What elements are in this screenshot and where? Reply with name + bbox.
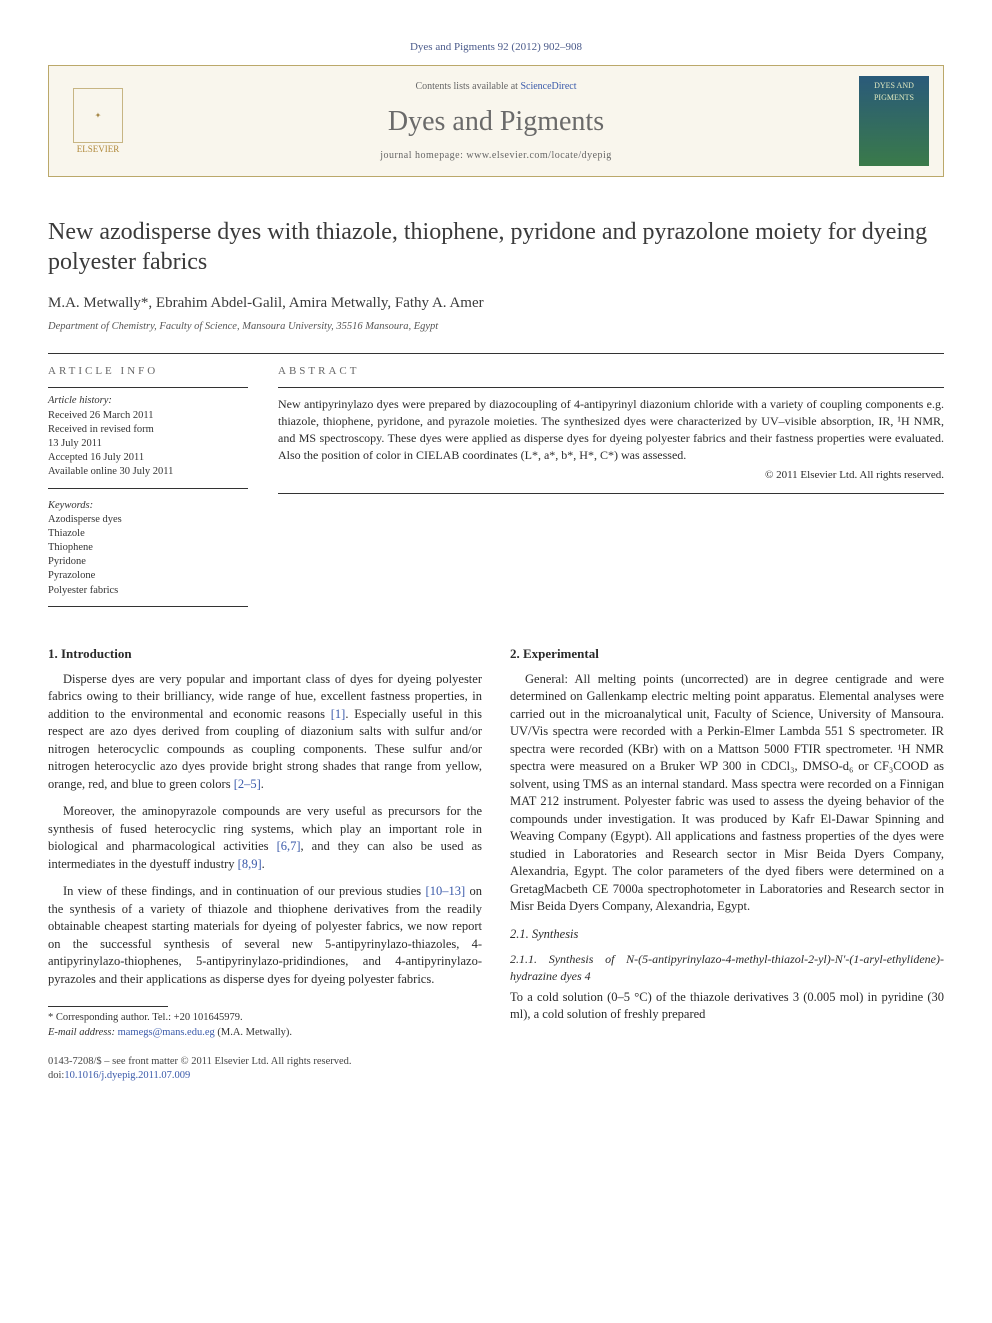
history-line: Available online 30 July 2011	[48, 465, 248, 479]
ref-link[interactable]: [2–5]	[234, 777, 261, 791]
text: on the synthesis of a variety of thiazol…	[48, 884, 482, 986]
journal-name: Dyes and Pigments	[147, 102, 845, 141]
cover-text: DYES AND PIGMENTS	[863, 80, 925, 102]
keyword: Polyester fabrics	[48, 584, 248, 598]
keyword: Pyridone	[48, 555, 248, 569]
abstract-block: ABSTRACT New antipyrinylazo dyes were pr…	[278, 364, 944, 607]
journal-homepage-line: journal homepage: www.elsevier.com/locat…	[147, 149, 845, 163]
history-line: Accepted 16 July 2011	[48, 451, 248, 465]
ref-link[interactable]: [1]	[331, 707, 346, 721]
text: .	[262, 857, 265, 871]
keyword: Pyrazolone	[48, 569, 248, 583]
page-root: Dyes and Pigments 92 (2012) 902–908 ✦ EL…	[0, 0, 992, 1124]
info-abstract-row: ARTICLE INFO Article history: Received 2…	[48, 364, 944, 607]
keyword: Thiophene	[48, 541, 248, 555]
elsevier-logo: ✦ ELSEVIER	[63, 81, 133, 161]
keyword: Thiazole	[48, 527, 248, 541]
email-label: E-mail address:	[48, 1027, 118, 1038]
intro-para-3: In view of these findings, and in contin…	[48, 883, 482, 988]
keywords-label: Keywords:	[48, 499, 248, 513]
abstract-head: ABSTRACT	[278, 364, 944, 379]
homepage-url: www.elsevier.com/locate/dyepig	[466, 150, 611, 161]
ref-link[interactable]: [10–13]	[426, 884, 466, 898]
keywords-block: Keywords: Azodisperse dyes Thiazole Thio…	[48, 499, 248, 607]
section-head-intro: 1. Introduction	[48, 645, 482, 663]
intro-para-1: Disperse dyes are very popular and impor…	[48, 671, 482, 794]
doi-link[interactable]: 10.1016/j.dyepig.2011.07.009	[64, 1070, 190, 1081]
contents-available-line: Contents lists available at ScienceDirec…	[147, 80, 845, 94]
article-history: Article history: Received 26 March 2011 …	[48, 387, 248, 488]
history-line: Received in revised form	[48, 423, 248, 437]
sciencedirect-link[interactable]: ScienceDirect	[520, 81, 576, 92]
intro-para-2: Moreover, the aminopyrazole compounds ar…	[48, 803, 482, 873]
header-center: Contents lists available at ScienceDirec…	[147, 80, 845, 163]
experimental-para-1: General: All melting points (uncorrected…	[510, 671, 944, 916]
homepage-prefix: journal homepage:	[380, 150, 466, 161]
journal-cover-thumb: DYES AND PIGMENTS	[859, 76, 929, 166]
left-column-content: 1. Introduction Disperse dyes are very p…	[48, 645, 482, 1084]
bottom-meta: 0143-7208/$ – see front matter © 2011 El…	[48, 1055, 482, 1084]
body-columns: 1. Introduction Disperse dyes are very p…	[48, 635, 944, 1084]
history-line: Received 26 March 2011	[48, 409, 248, 423]
ref-link[interactable]: [8,9]	[238, 857, 262, 871]
doi-line: doi:10.1016/j.dyepig.2011.07.009	[48, 1069, 482, 1084]
publisher-name: ELSEVIER	[77, 143, 120, 156]
abstract-body: New antipyrinylazo dyes were prepared by…	[278, 387, 944, 494]
abstract-text: New antipyrinylazo dyes were prepared by…	[278, 397, 944, 461]
ref-link[interactable]: [6,7]	[277, 839, 301, 853]
text: .	[261, 777, 264, 791]
title-block: New azodisperse dyes with thiazole, thio…	[48, 217, 944, 335]
paper-title: New azodisperse dyes with thiazole, thio…	[48, 217, 944, 277]
corr-tel: +20 101645979.	[174, 1012, 243, 1023]
contents-prefix: Contents lists available at	[415, 81, 520, 92]
top-citation: Dyes and Pigments 92 (2012) 902–908	[48, 40, 944, 55]
keyword: Azodisperse dyes	[48, 513, 248, 527]
subsubsection-head-211: 2.1.1. Synthesis of N-(5-antipyrinylazo-…	[510, 951, 944, 985]
history-label: Article history:	[48, 394, 248, 408]
section-head-experimental: 2. Experimental	[510, 645, 944, 663]
article-info-head: ARTICLE INFO	[48, 364, 248, 379]
corr-email-link[interactable]: mamegs@mans.edu.eg	[118, 1027, 215, 1038]
affiliation: Department of Chemistry, Faculty of Scie…	[48, 320, 944, 335]
corresponding-author: * Corresponding author. Tel.: +20 101645…	[48, 1011, 482, 1040]
corr-email-suffix: (M.A. Metwally).	[215, 1027, 292, 1038]
front-matter-line: 0143-7208/$ – see front matter © 2011 El…	[48, 1055, 482, 1070]
synthesis-para-1: To a cold solution (0–5 °C) of the thiaz…	[510, 989, 944, 1024]
authors-line: M.A. Metwally*, Ebrahim Abdel-Galil, Ami…	[48, 293, 944, 314]
article-info-block: ARTICLE INFO Article history: Received 2…	[48, 364, 248, 607]
abstract-copyright: © 2011 Elsevier Ltd. All rights reserved…	[278, 468, 944, 483]
history-line: 13 July 2011	[48, 437, 248, 451]
footnote-rule	[48, 1006, 168, 1007]
divider	[48, 353, 944, 354]
journal-header-bar: ✦ ELSEVIER Contents lists available at S…	[48, 65, 944, 177]
doi-prefix: doi:	[48, 1070, 64, 1081]
text: In view of these findings, and in contin…	[63, 884, 426, 898]
elsevier-tree-icon: ✦	[73, 88, 123, 143]
subsection-head-synthesis: 2.1. Synthesis	[510, 926, 944, 944]
corr-label: * Corresponding author. Tel.:	[48, 1012, 174, 1023]
